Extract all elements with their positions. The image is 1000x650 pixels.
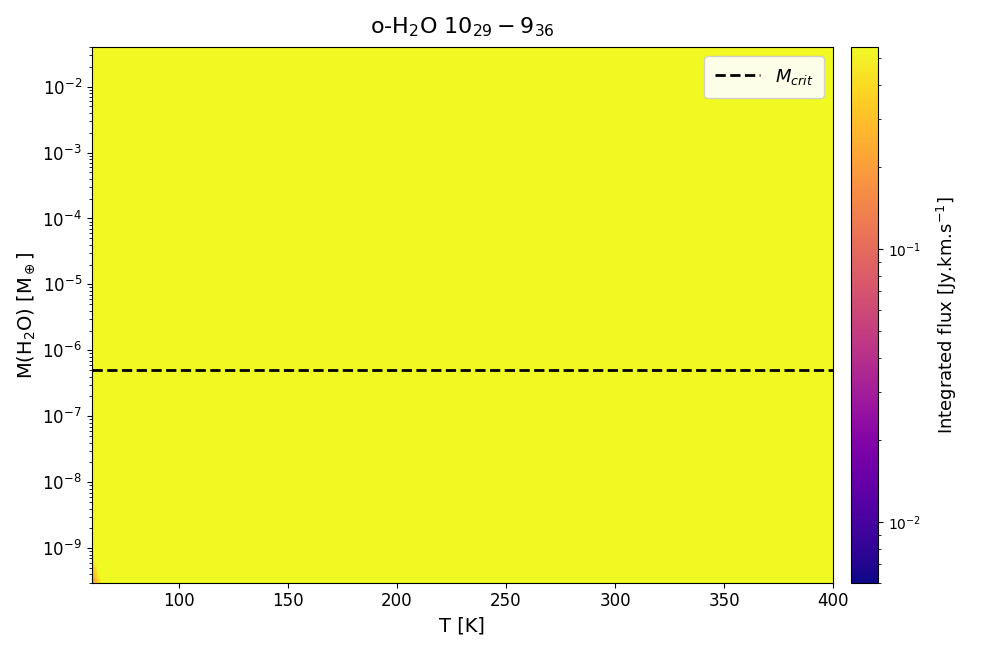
Text: 5 $\sigma$: 5 $\sigma$ [408,593,439,611]
X-axis label: T [K]: T [K] [439,616,485,635]
Legend: $M_{crit}$: $M_{crit}$ [704,56,824,98]
Y-axis label: M(H$_2$O) [M$_\oplus$]: M(H$_2$O) [M$_\oplus$] [15,251,37,378]
Y-axis label: Integrated flux [Jy.km.s$^{-1}$]: Integrated flux [Jy.km.s$^{-1}$] [935,196,959,434]
Title: o-H$_2$O $10_{29} - 9_{36}$: o-H$_2$O $10_{29} - 9_{36}$ [370,15,555,38]
